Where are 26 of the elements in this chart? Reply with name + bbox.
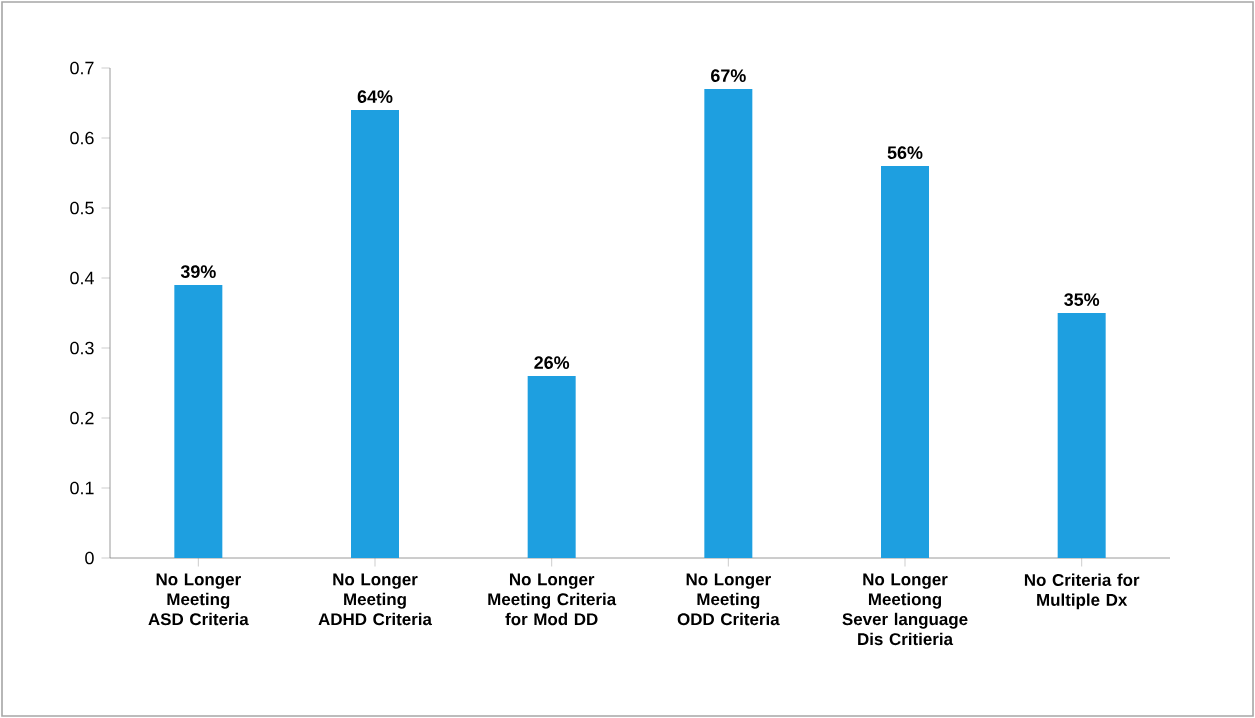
bar: [704, 89, 753, 558]
data-label: 64%: [357, 90, 393, 103]
y-tick-label: 0.3: [70, 341, 94, 355]
y-tick-label: 0.7: [70, 61, 94, 75]
data-label: 39%: [180, 265, 216, 278]
y-tick-label: 0.6: [70, 131, 94, 145]
x-tick-label: No Longer Meeting ASD Criteria: [148, 573, 249, 626]
x-tick-label: No Longer Meeting ADHD Criteria: [318, 573, 433, 626]
bar: [351, 110, 399, 558]
data-label: 67%: [711, 69, 746, 82]
y-tick-label: 0.1: [70, 481, 94, 495]
data-label: 56%: [887, 146, 923, 159]
y-tick-label: 0: [85, 551, 94, 565]
y-tick-label: 0.5: [70, 201, 94, 215]
bar: [881, 166, 930, 558]
bar: [174, 285, 223, 558]
y-tick-label: 0.2: [70, 411, 94, 425]
x-tick-label: No Longer Meeting ODD Criteria: [677, 573, 780, 626]
bar: [1057, 313, 1106, 558]
data-label: 26%: [534, 356, 570, 369]
x-tick-label: No Longer Meetiong Sever language Dis Critieria: [842, 573, 968, 646]
data-label: 35%: [1064, 293, 1100, 306]
x-tick-label: No Longer Meeting Criteria for Mod DD: [488, 573, 617, 626]
x-tick-label: No Criteria for Multiple Dx: [1024, 573, 1140, 610]
y-tick-label: 0.4: [70, 271, 94, 285]
bar: [527, 376, 576, 558]
